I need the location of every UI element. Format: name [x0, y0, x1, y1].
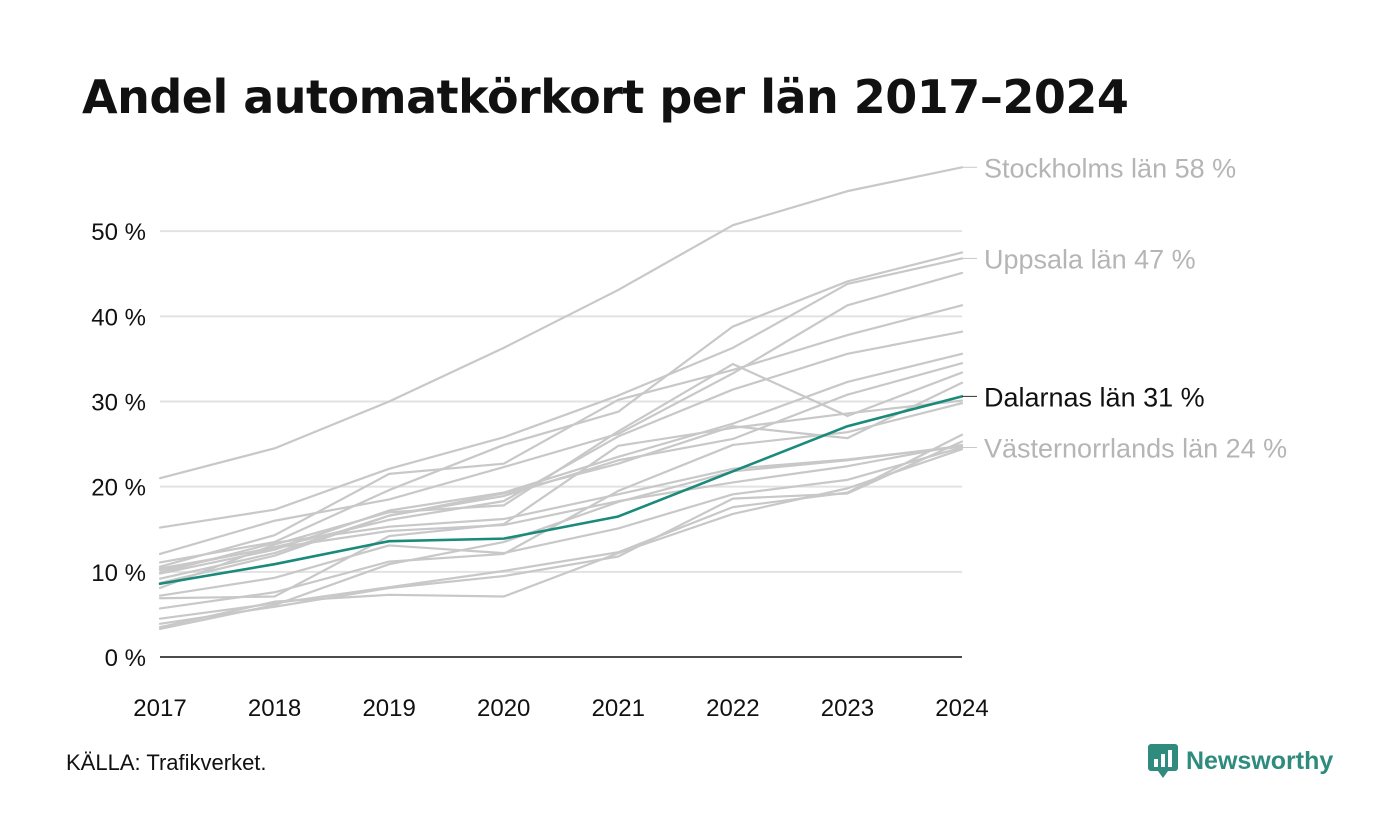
x-tick-label: 2021	[592, 695, 645, 722]
y-tick-label: 0 %	[105, 645, 146, 672]
series-line	[158, 445, 964, 574]
source-note: KÄLLA: Trafikverket.	[66, 750, 267, 775]
x-tick-label: 2020	[477, 695, 530, 722]
chart-title: Andel automatkörkort per län 2017–2024	[82, 70, 1129, 124]
y-tick-label: 20 %	[91, 475, 146, 502]
series-line	[158, 166, 964, 480]
series-line	[158, 399, 964, 600]
y-tick-label: 40 %	[91, 304, 146, 331]
y-tick-label: 30 %	[91, 390, 146, 417]
series-line	[158, 251, 964, 564]
series-line	[158, 440, 964, 625]
series-line	[158, 443, 964, 570]
x-tick-label: 2018	[248, 695, 301, 722]
series-line	[158, 304, 964, 568]
x-axis-ticks: 2017 2018 2019 2020 2021 2022 2023 2024	[133, 695, 988, 722]
x-tick-label: 2017	[133, 695, 186, 722]
brand-name: Newsworthy	[1186, 746, 1334, 775]
x-tick-label: 2024	[935, 695, 988, 722]
series-line	[158, 257, 964, 529]
series-line	[158, 352, 964, 575]
series-line	[158, 446, 964, 597]
newsworthy-logo-icon	[1148, 744, 1178, 778]
y-tick-label: 50 %	[91, 219, 146, 246]
y-axis-ticks: 0 % 10 % 20 % 30 % 40 % 50 %	[91, 219, 146, 672]
series-line	[158, 444, 964, 630]
series-line	[158, 381, 964, 585]
series-end-label: Stockholms län 58 %	[984, 153, 1236, 183]
series-end-label: Uppsala län 47 %	[984, 244, 1196, 274]
muted-series	[158, 166, 964, 630]
series-end-label: Västernorrlands län 24 %	[984, 433, 1287, 463]
highlighted-series	[158, 395, 964, 586]
series-line	[158, 448, 964, 629]
y-tick-label: 10 %	[91, 560, 146, 587]
brand-logo[interactable]: Newsworthy	[1148, 744, 1333, 778]
x-tick-label: 2023	[821, 695, 874, 722]
series-end-labels: Stockholms län 58 % Uppsala län 47 % Dalar…	[962, 153, 1287, 463]
series-line	[158, 271, 964, 556]
x-tick-label: 2022	[706, 695, 759, 722]
x-tick-label: 2019	[362, 695, 415, 722]
series-line-highlighted	[158, 395, 964, 586]
line-chart: 0 % 10 % 20 % 30 % 40 % 50 % 2017 2018 2019 2020…	[91, 153, 1287, 722]
series-end-label: Dalarnas län 31 %	[984, 382, 1205, 412]
